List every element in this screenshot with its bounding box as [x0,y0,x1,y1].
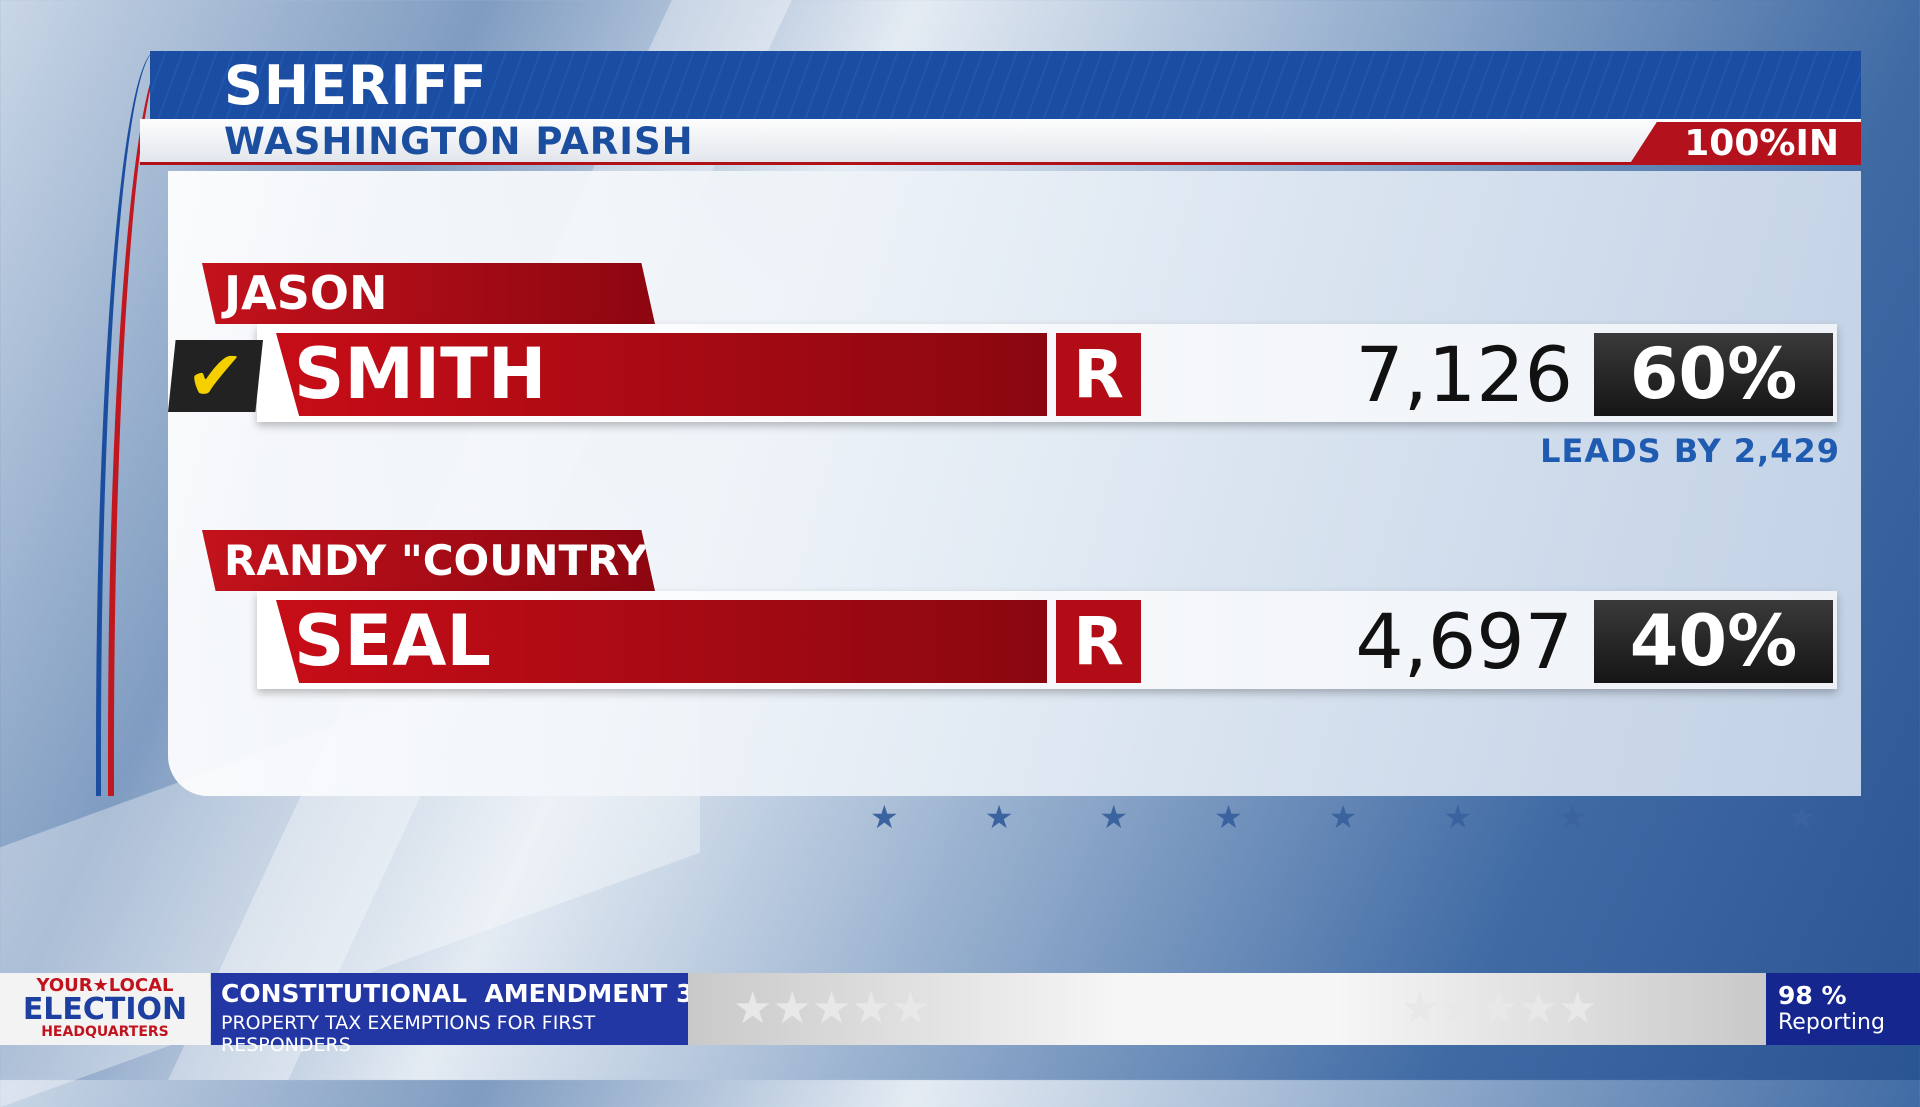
candidate-last-name: SEAL [276,600,1047,683]
star-icon: ★ [1672,798,1702,836]
star-icon: ★ [1558,798,1587,836]
star-icon: ★ [1787,798,1817,836]
race-title: SHERIFF [224,54,488,117]
candidate-first-name: RANDY "COUNTRY" [202,530,655,591]
decorative-stars: ★ ★ ★ ★ ★ ★ ★ ★ ★ [870,798,1816,836]
vote-percent: 40% [1594,600,1833,683]
election-headquarters-logo: YOUR★LOCAL ELECTION HEADQUARTERS [0,973,210,1045]
star-icon: ★ [1328,798,1358,836]
reporting-percent: 98 % [1778,981,1847,1010]
ticker-race-box: CONSTITUTIONAL AMENDMENT 3 PROPERTY TAX … [211,973,694,1056]
star-icon: ★ [1214,798,1243,836]
candidate-last-name: SMITH [276,333,1047,416]
ticker-title: CONSTITUTIONAL AMENDMENT 3 [221,979,694,1008]
race-header [150,51,1861,119]
star-icon: ★ [1099,798,1129,836]
precincts-reporting-badge: 100%IN [1629,122,1861,165]
ticker-stars: ★★★★★ ★★★★★ [688,973,1766,1045]
candidate-first-name: JASON [202,263,655,324]
reporting-label: Reporting [1778,1010,1885,1035]
vote-count: 4,697 [1355,597,1573,686]
logo-line: HEADQUARTERS [41,1024,169,1040]
star-icon: ★ [1443,798,1473,836]
lead-margin: LEADS BY 2,429 [1540,432,1840,470]
ticker-bar: YOUR★LOCAL ELECTION HEADQUARTERS CONSTIT… [0,973,1920,1056]
winner-checkmark-icon: ✔ [168,340,263,412]
party-badge: R [1056,333,1141,416]
vote-count: 7,126 [1355,330,1573,419]
race-subheader [140,119,1861,165]
race-area: WASHINGTON PARISH [224,120,694,163]
logo-line: YOUR★LOCAL [36,975,174,996]
ticker-reporting: 98 % Reporting [1766,973,1920,1045]
logo-line: ELECTION [22,992,188,1027]
star-icon: ★ [984,798,1014,836]
vote-percent: 60% [1594,333,1833,416]
ticker-subtitle: PROPERTY TAX EXEMPTIONS FOR FIRST RESPON… [221,1012,596,1056]
star-icon: ★ [870,798,899,836]
party-badge: R [1056,600,1141,683]
